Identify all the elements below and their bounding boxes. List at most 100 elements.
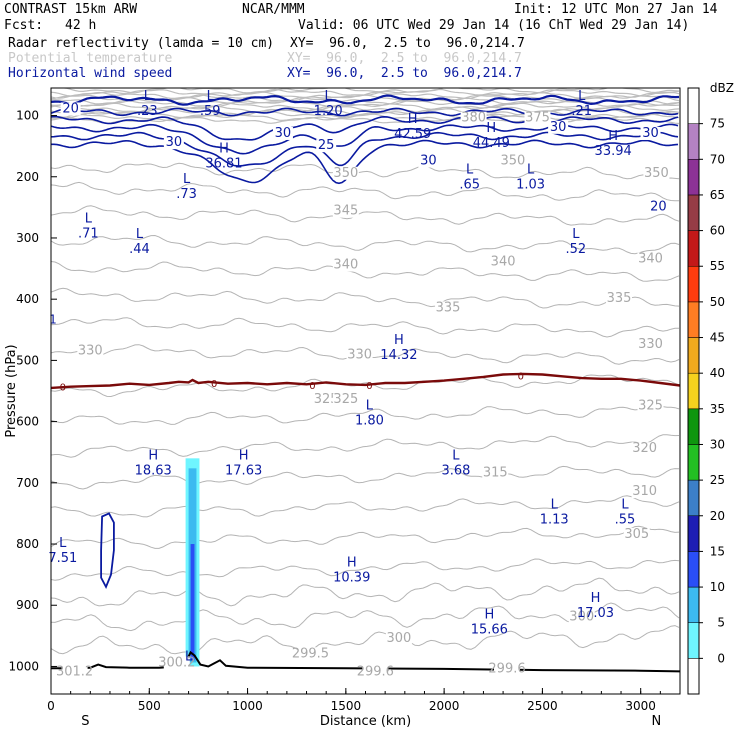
theta-label: 305 <box>624 527 649 542</box>
wind-label: 30 <box>166 135 183 150</box>
terrain-path <box>51 650 680 673</box>
colorbar-cell <box>687 515 700 552</box>
theta-label: 300.2 <box>158 655 195 670</box>
field-name-wind: Horizontal wind speed <box>8 66 173 81</box>
extremum-value: 15.66 <box>471 623 508 638</box>
extremum-marker: H <box>608 129 618 144</box>
colorbar-label: 50 <box>710 295 725 309</box>
x-end-label-left: S <box>81 714 89 729</box>
colorbar: 0 5 10 15 20 25 30 35 40 45 50 55 60 65 70 75 dBZ <box>687 81 734 695</box>
extremum-marker: H <box>347 556 357 571</box>
plot-title: CONTRAST 15km ARW <box>4 2 138 17</box>
theta-label-bg <box>637 399 664 413</box>
extremum-marker: H <box>591 591 601 606</box>
extremum-value: 7.51 <box>48 551 77 566</box>
colorbar-cell <box>687 123 700 160</box>
wind-contour <box>51 139 679 185</box>
theta-contour <box>51 434 680 458</box>
extremum-value: 1.13 <box>540 513 569 528</box>
extremum-marker: L <box>183 172 191 187</box>
theta-contour <box>51 205 680 226</box>
isotherm-label: 0 <box>309 381 315 392</box>
extremum-marker: H <box>486 121 496 136</box>
wind-label-bg <box>272 126 293 140</box>
theta-label-bg <box>637 252 664 266</box>
colorbar-frame <box>687 87 700 695</box>
extremum-marker: L <box>621 498 629 513</box>
colorbar-label: 70 <box>710 152 725 166</box>
isotherm-label: 0 <box>211 379 217 390</box>
theta-label: 300 <box>387 631 412 646</box>
extremum-marker: L <box>527 163 535 178</box>
theta-label: 299.6 <box>357 665 394 680</box>
x-tick-label: 1000 <box>232 699 263 713</box>
theta-label: 299.6 <box>488 662 525 677</box>
theta-contour <box>51 525 680 549</box>
zero-isotherm <box>51 372 680 390</box>
extremum-value: 42.59 <box>394 127 431 142</box>
colorbar-label: 45 <box>710 331 725 345</box>
extremum-marker: H <box>239 449 249 464</box>
extremum-value: 3.68 <box>441 464 470 479</box>
y-axis-label: Pressure (hPa) <box>4 344 19 437</box>
isotherm-label: 0 <box>518 372 524 383</box>
theta-contour <box>51 577 680 607</box>
wind-label: 30 <box>275 126 292 141</box>
theta-label-bg <box>332 166 359 180</box>
colorbar-cell <box>687 159 700 196</box>
y-tick-label: 200 <box>16 170 39 184</box>
field-xy-wind: XY= 96.0, 2.5 to 96.0,214.7 <box>287 66 522 81</box>
contour-labels: 380 375 350 350 350 345 340 340 340 335 335 330 330 3… <box>48 89 670 680</box>
x-axis-label: Distance (km) <box>320 714 411 729</box>
fcst-value: 42 h <box>65 18 97 33</box>
wind-speed-contours <box>51 94 680 590</box>
field-xy-reflectivity: XY= 96.0, 2.5 to 96.0,214.7 <box>290 36 525 51</box>
colorbar-label: 30 <box>710 437 725 451</box>
extremum-marker: L <box>325 89 333 104</box>
theta-label-bg <box>385 631 412 645</box>
theta-label: 350 <box>501 154 526 169</box>
wind-label: 30 <box>420 154 437 169</box>
wind-label: 25 <box>318 138 335 153</box>
extremum-value: 10.39 <box>333 571 370 586</box>
isotherm-label: 0 <box>60 383 66 394</box>
theta-label-bg <box>490 255 517 269</box>
wind-contour <box>51 107 679 117</box>
colorbar-cell <box>687 622 700 659</box>
colorbar-label: 10 <box>710 580 725 594</box>
theta-label-bg <box>482 466 509 480</box>
theta-label-bg <box>346 348 373 362</box>
extremum-marker: L <box>466 163 474 178</box>
colorbar-cell <box>687 265 700 303</box>
extremum-marker: H <box>219 141 229 156</box>
field-name-theta: Potential temperature <box>8 51 173 66</box>
x-tick-label: 0 <box>47 699 55 713</box>
extremum-value: .55 <box>615 513 636 528</box>
theta-label: 345 <box>333 204 358 219</box>
wind-label: 30 <box>550 120 567 135</box>
theta-label-bg <box>313 393 340 407</box>
colorbar-label: 40 <box>710 366 725 380</box>
theta-label-bg <box>332 258 359 272</box>
extremum-value: .65 <box>459 178 480 193</box>
colorbar-cell <box>687 479 700 517</box>
theta-contour <box>51 317 680 338</box>
theta-label-bg <box>499 154 526 168</box>
x-tick-label: 3000 <box>625 699 656 713</box>
extremum-value: .71 <box>78 227 99 242</box>
theta-label: 330 <box>347 348 372 363</box>
theta-label-bg <box>332 204 359 218</box>
extremum-value: 17.63 <box>225 464 262 479</box>
theta-label-bg <box>643 166 670 180</box>
theta-contour <box>51 558 680 581</box>
theta-contour <box>51 404 680 425</box>
theta-contour <box>51 261 680 282</box>
theta-label-bg <box>435 301 462 315</box>
theta-label: 330 <box>78 343 103 358</box>
wind-label-bg <box>648 200 669 214</box>
extremum-marker: H <box>408 112 418 127</box>
extremum-marker: L <box>207 89 215 104</box>
y-tick-label: 900 <box>16 598 39 612</box>
